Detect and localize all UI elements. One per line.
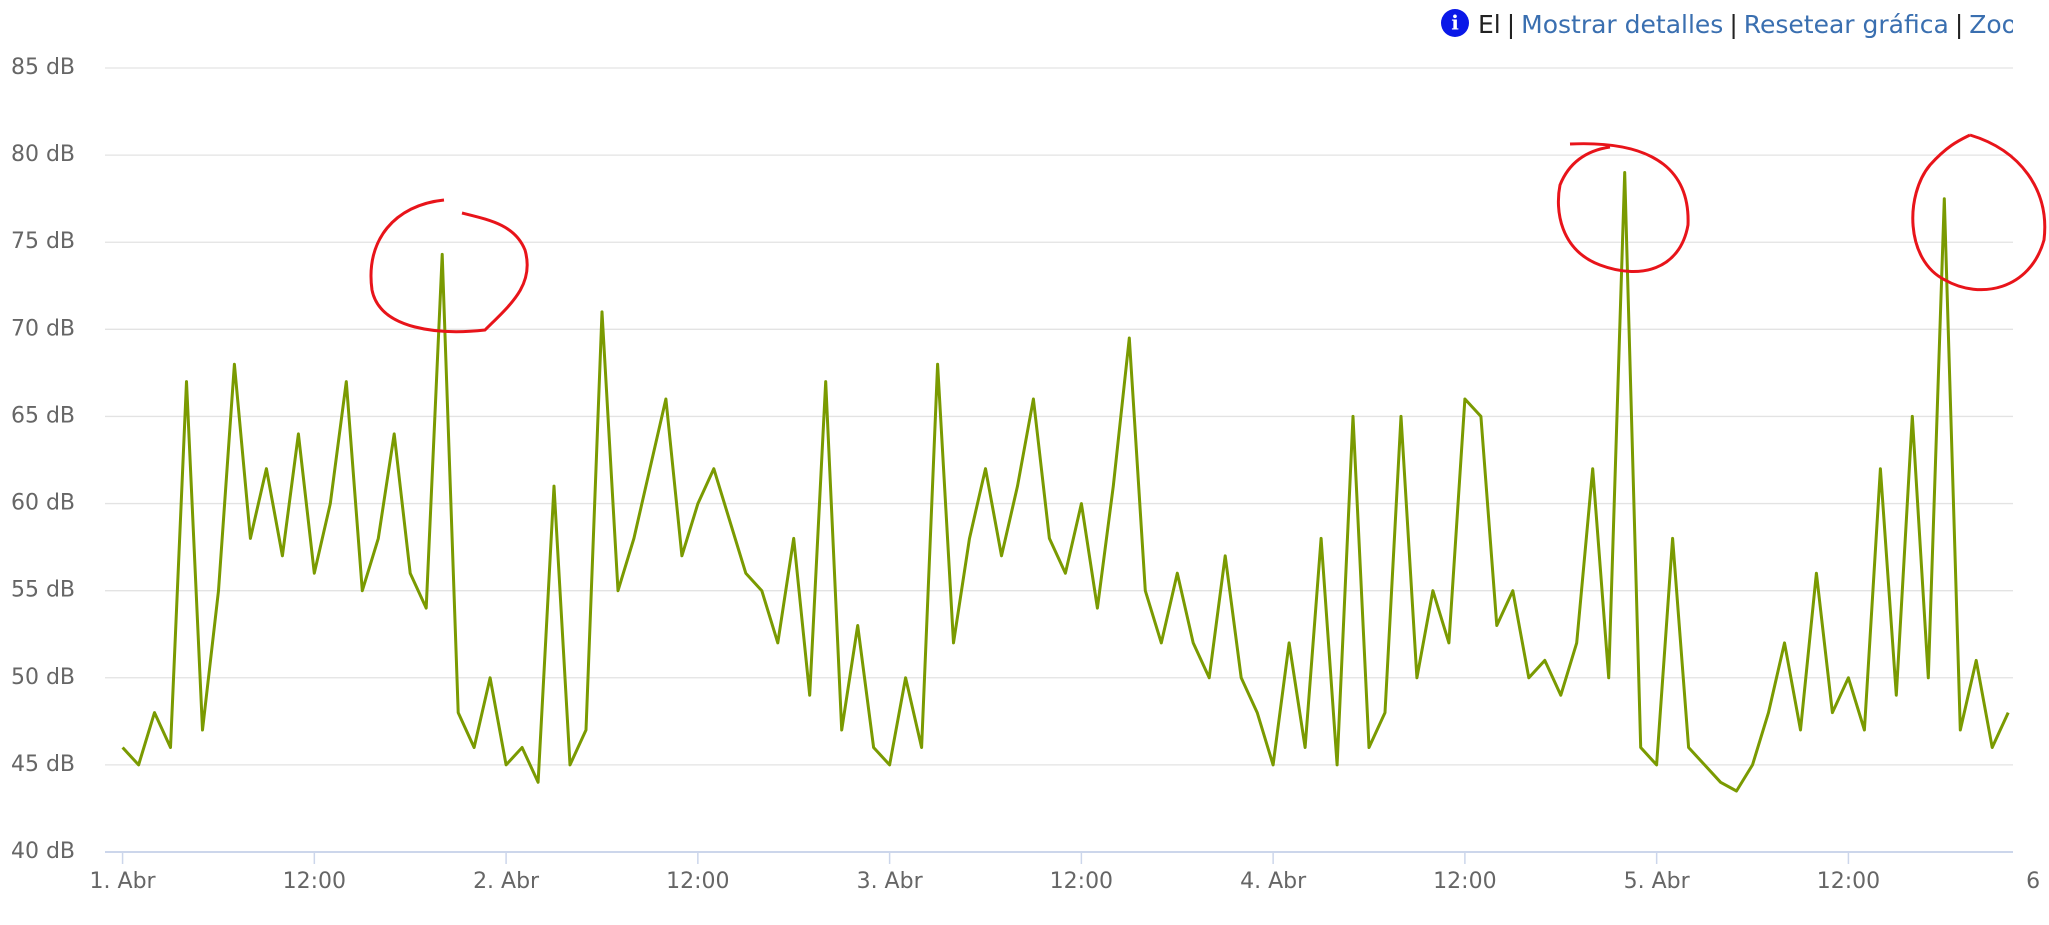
x-tick-label: 4. Abr (1240, 869, 1307, 894)
separator: | (1954, 10, 1964, 39)
circle-mark (369, 198, 529, 334)
x-tick-label: 1. Abr (90, 869, 157, 894)
info-label: El (1477, 10, 1501, 39)
svg-text:i: i (1451, 11, 1459, 35)
x-tick-label: 12:00 (666, 869, 729, 894)
x-tick-label: 5. Abr (1624, 869, 1691, 894)
x-tick-label: 12:00 (1433, 869, 1496, 894)
info-icon[interactable]: i (1440, 8, 1470, 38)
x-tick-label: 6 (2026, 869, 2040, 894)
y-tick-label: 80 dB (11, 142, 75, 167)
toolbar: i El | Mostrar detalles | Resetear gráfica | Z… (1440, 8, 2013, 48)
separator: | (1506, 10, 1516, 39)
y-tick-label: 85 dB (11, 55, 75, 80)
link[interactable]: Resetear gráfica (1743, 10, 1949, 39)
y-tick-label: 70 dB (11, 316, 75, 341)
link[interactable]: Zoom (1969, 10, 2013, 39)
x-tick-label: 3. Abr (857, 869, 924, 894)
y-tick-label: 65 dB (11, 403, 75, 428)
link[interactable]: Mostrar detalles (1521, 10, 1724, 39)
circle-mark (1556, 142, 1690, 273)
series-line (121, 171, 2010, 793)
y-tick-label: 75 dB (11, 229, 75, 254)
x-tick-label: 2. Abr (473, 869, 540, 894)
annotations (369, 133, 2047, 334)
y-tick-label: 45 dB (11, 752, 75, 777)
circle-mark (1911, 133, 2047, 292)
y-tick-label: 50 dB (11, 665, 75, 690)
x-tick-label: 12:00 (1050, 869, 1113, 894)
y-tick-label: 55 dB (11, 578, 75, 603)
x-tick-label: 12:00 (283, 869, 346, 894)
y-tick-label: 40 dB (11, 839, 75, 864)
y-tick-label: 60 dB (11, 491, 75, 516)
separator: | (1729, 10, 1738, 39)
x-tick-label: 12:00 (1817, 869, 1880, 894)
